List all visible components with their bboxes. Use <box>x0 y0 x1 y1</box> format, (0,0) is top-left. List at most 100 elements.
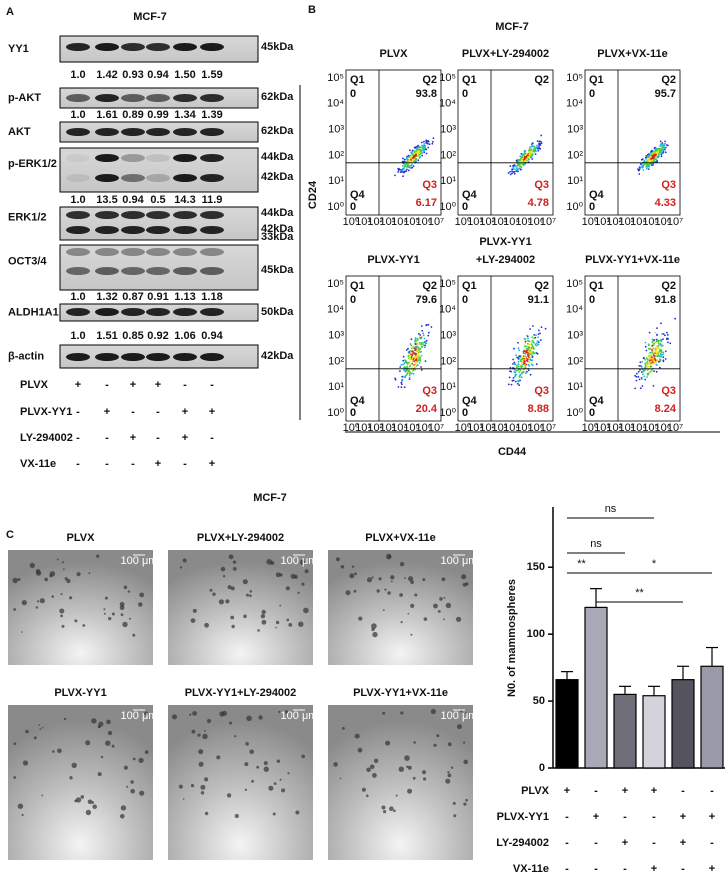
cell-dot <box>644 358 647 361</box>
axis-tick: 10¹ <box>355 422 371 434</box>
cell-dot <box>523 150 526 153</box>
cell-dot <box>524 152 527 155</box>
sphere <box>123 765 128 770</box>
quadrant-label: Q3 <box>422 179 437 191</box>
axis-tick: 10⁴ <box>503 216 520 228</box>
cell-dot <box>430 326 433 328</box>
band-ratio: 0.85 <box>122 330 143 342</box>
cell-dot <box>663 143 666 145</box>
sphere <box>92 804 97 809</box>
treatment-sign: - <box>76 406 80 418</box>
sphere <box>387 591 391 595</box>
sphere <box>244 762 249 767</box>
cell-dot <box>422 150 425 152</box>
cell-dot <box>641 378 643 380</box>
sphere <box>301 754 306 759</box>
sphere <box>345 590 351 596</box>
treatment-sign: - <box>652 811 656 823</box>
blot-band <box>200 154 224 162</box>
treatment-sign: + <box>130 379 136 391</box>
cell-dot <box>511 170 513 173</box>
cell-dot <box>397 167 400 170</box>
blot-band <box>146 94 170 102</box>
cell-dot <box>658 351 660 354</box>
y-axis-label: N0. of mammospheres <box>506 579 518 697</box>
sphere <box>465 712 468 715</box>
cell-dot <box>418 148 421 151</box>
panel-label: A <box>6 6 14 18</box>
blot-band <box>95 267 119 275</box>
band-ratio: 1.59 <box>201 69 222 81</box>
cell-dot <box>409 149 411 152</box>
sphere <box>29 562 35 569</box>
sphere <box>198 761 204 767</box>
cell-dot <box>534 336 537 339</box>
cell-dot <box>634 374 636 377</box>
cell-dot <box>659 366 661 369</box>
treatment-sign: + <box>680 811 686 823</box>
band-ratio: 1.0 <box>70 291 85 303</box>
sphere <box>49 574 53 578</box>
cell-dot <box>656 353 659 356</box>
cell-dot <box>399 168 402 171</box>
treatment-sign: + <box>709 863 715 875</box>
cell-dot <box>523 360 526 362</box>
cell-dot <box>662 151 665 153</box>
cell-dot <box>407 352 410 355</box>
treatment-sign: + <box>155 458 161 470</box>
blot-band <box>173 248 197 256</box>
image-title: PLVX <box>67 532 96 544</box>
cell-dot <box>402 171 404 174</box>
sphere <box>367 577 372 583</box>
sphere <box>234 813 239 819</box>
cell-dot <box>650 360 653 363</box>
blot-band <box>200 128 224 136</box>
sphere <box>62 561 64 564</box>
treatment-sign: + <box>104 406 110 418</box>
sphere <box>261 609 266 615</box>
cell-dot <box>660 351 663 353</box>
cell-dot <box>425 152 428 155</box>
band-ratio: 0.94 <box>201 330 223 342</box>
sphere <box>263 761 268 766</box>
sphere <box>75 797 82 803</box>
y-axis-label: CD24 <box>307 180 319 209</box>
cell-dot <box>666 144 668 146</box>
cell-dot <box>527 337 529 340</box>
sphere <box>226 793 232 798</box>
blot-band <box>66 128 90 136</box>
bar <box>671 679 695 769</box>
cell-dot <box>424 342 427 345</box>
quadrant-value: 0 <box>589 201 595 213</box>
cell-dot <box>645 357 648 359</box>
axis-tick: 10⁰ <box>455 216 472 228</box>
cell-dot <box>416 356 419 358</box>
bar <box>555 679 579 769</box>
axis-tick: 10⁵ <box>515 216 532 228</box>
cell-dot <box>397 386 400 388</box>
cell-dot <box>526 356 529 359</box>
cell-dot <box>638 173 641 175</box>
cell-dot <box>406 155 408 158</box>
axis-tick: 10⁴ <box>630 422 647 434</box>
sphere <box>244 788 248 791</box>
cell-dot <box>661 151 663 154</box>
cell-dot <box>535 342 538 344</box>
plot-title: PLVX+VX-11e <box>597 48 667 60</box>
axis-tick: 10⁶ <box>654 422 671 434</box>
sphere <box>36 570 42 576</box>
quadrant-value: 4.33 <box>655 197 676 209</box>
sphere <box>445 602 452 609</box>
cell-dot <box>646 376 648 378</box>
sphere <box>395 794 398 797</box>
cell-dot <box>656 359 659 362</box>
cell-dot <box>661 145 663 148</box>
cell-dot <box>408 374 411 376</box>
sphere <box>111 744 115 748</box>
sphere <box>445 778 451 784</box>
quadrant-label: Q1 <box>350 74 365 86</box>
cell-dot <box>431 142 434 145</box>
cell-dot <box>533 334 536 336</box>
cell-dot <box>402 175 404 178</box>
cell-dot <box>413 146 416 149</box>
